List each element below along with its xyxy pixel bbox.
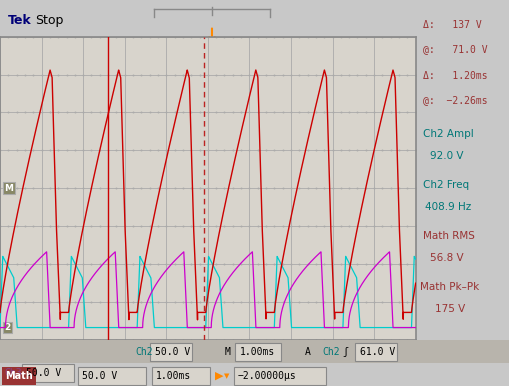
Text: Math RMS: Math RMS <box>422 231 474 241</box>
Bar <box>78 367 146 385</box>
Bar <box>354 343 396 361</box>
Text: Δ:   1.20ms: Δ: 1.20ms <box>422 71 487 81</box>
Text: ʃ: ʃ <box>342 347 347 357</box>
Bar <box>152 367 210 385</box>
Text: @:  −2.26ms: @: −2.26ms <box>422 95 487 105</box>
Text: 92.0 V: 92.0 V <box>429 151 462 161</box>
Text: Δ:   137 V: Δ: 137 V <box>422 20 481 30</box>
Text: Ch3: Ch3 <box>4 368 21 378</box>
Bar <box>150 343 191 361</box>
Text: A: A <box>304 347 310 357</box>
Text: Ch2: Ch2 <box>321 347 339 357</box>
Text: 56.8 V: 56.8 V <box>429 253 463 263</box>
Text: Ch2: Ch2 <box>135 347 152 357</box>
Text: 1.00ms: 1.00ms <box>156 371 191 381</box>
Text: 408.9 Hz: 408.9 Hz <box>425 202 470 212</box>
Text: 175 V: 175 V <box>434 304 464 314</box>
Text: 50.0 V: 50.0 V <box>155 347 190 357</box>
Text: Ch2 Freq: Ch2 Freq <box>422 180 468 190</box>
Bar <box>0 340 509 363</box>
Text: Stop: Stop <box>35 14 64 27</box>
Text: Math: Math <box>5 371 33 381</box>
Bar <box>235 343 280 361</box>
Text: 50.0 V: 50.0 V <box>82 371 117 381</box>
Text: M: M <box>224 347 231 357</box>
Text: M: M <box>4 184 13 193</box>
Text: ▼: ▼ <box>223 373 229 379</box>
Text: 2: 2 <box>4 323 10 332</box>
Text: Tek: Tek <box>8 14 32 27</box>
Text: −2.00000μs: −2.00000μs <box>238 371 296 381</box>
Text: 1.00ms: 1.00ms <box>240 347 275 357</box>
Bar <box>234 367 325 385</box>
Text: 61.0 V: 61.0 V <box>359 347 394 357</box>
Bar <box>22 364 74 382</box>
Bar <box>2 367 36 385</box>
Text: Math Pk–Pk: Math Pk–Pk <box>419 282 478 292</box>
Text: 50.0 V: 50.0 V <box>26 368 61 378</box>
Text: Ch2 Ampl: Ch2 Ampl <box>422 129 473 139</box>
Text: ▶: ▶ <box>215 371 223 381</box>
Text: @:   71.0 V: @: 71.0 V <box>422 44 487 54</box>
